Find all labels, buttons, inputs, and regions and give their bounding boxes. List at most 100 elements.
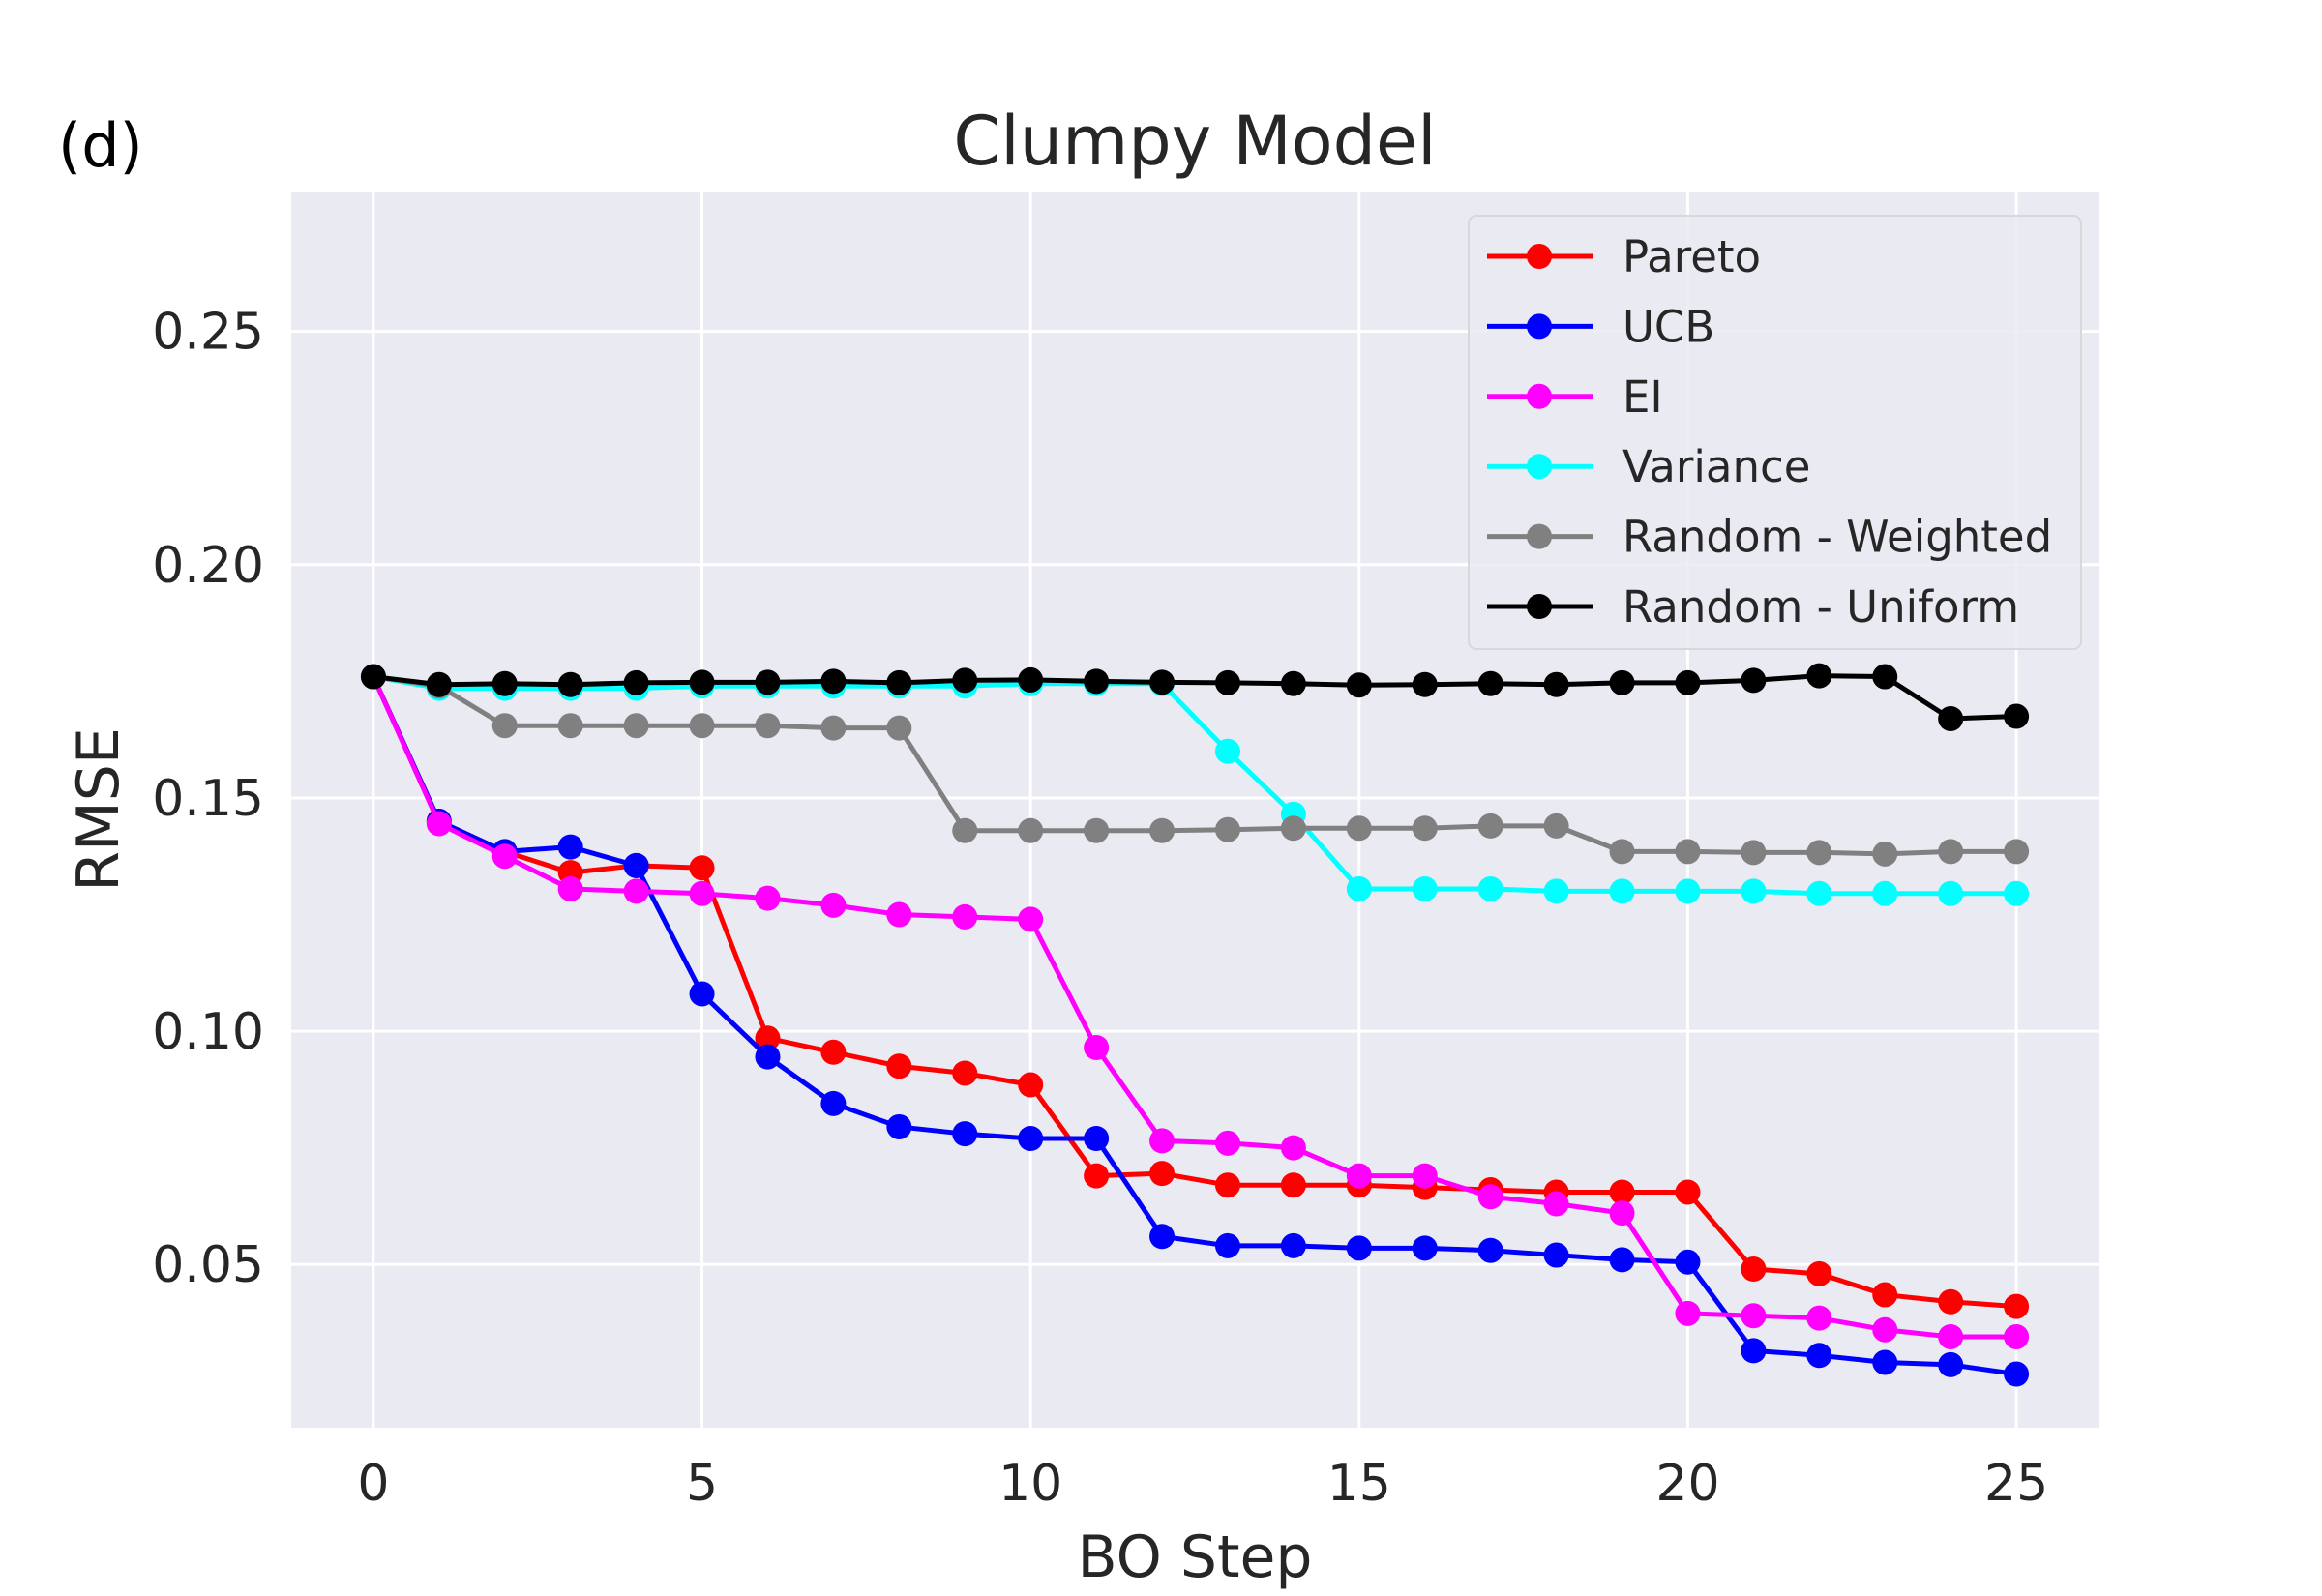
data-point-random-uniform — [1412, 671, 1438, 697]
legend-label-ei: EI — [1622, 371, 1663, 423]
data-point-ucb — [1543, 1242, 1569, 1268]
data-point-ucb — [886, 1113, 912, 1139]
data-point-random-weighted — [1543, 813, 1569, 839]
data-point-pareto — [1741, 1256, 1767, 1283]
series-ei — [360, 664, 2030, 1349]
data-point-random-weighted — [689, 713, 715, 739]
data-point-pareto — [1214, 1172, 1240, 1198]
data-point-random-weighted — [623, 713, 649, 739]
y-tick-label: 0.20 — [152, 537, 264, 595]
data-point-ucb — [1938, 1351, 1964, 1377]
data-point-ucb — [1412, 1235, 1438, 1261]
data-point-ucb — [1806, 1343, 1832, 1369]
data-point-random-weighted — [1609, 839, 1635, 865]
data-point-random-uniform — [1346, 672, 1372, 698]
data-point-pareto — [952, 1060, 978, 1086]
y-axis-ticks: 0.05 0.10 0.15 0.20 0.25 — [152, 304, 264, 1295]
data-point-random-uniform — [1675, 669, 1701, 695]
data-point-ei — [426, 811, 452, 837]
data-point-variance — [1477, 875, 1503, 901]
data-point-ucb — [1609, 1247, 1635, 1273]
data-point-random-uniform — [623, 669, 649, 695]
data-point-random-uniform — [360, 664, 386, 690]
data-point-random-uniform — [755, 669, 781, 695]
legend-marker-pareto — [1527, 244, 1552, 269]
x-tick-label: 15 — [1327, 1455, 1391, 1513]
data-point-ucb — [1741, 1338, 1767, 1364]
data-point-ei — [1806, 1305, 1832, 1331]
data-point-ei — [755, 885, 781, 911]
x-tick-label: 25 — [1984, 1455, 2048, 1513]
data-point-random-uniform — [491, 670, 518, 696]
x-tick-label: 0 — [357, 1455, 389, 1513]
data-point-random-weighted — [1872, 841, 1898, 867]
data-point-pareto — [1872, 1282, 1898, 1308]
data-point-random-weighted — [952, 817, 978, 843]
legend-item-variance: Variance — [1487, 441, 1810, 492]
data-point-random-uniform — [952, 667, 978, 694]
data-point-random-weighted — [2004, 839, 2030, 865]
data-point-random-weighted — [491, 713, 518, 739]
data-point-variance — [1543, 878, 1569, 904]
data-point-random-weighted — [1084, 817, 1110, 843]
data-point-random-weighted — [1214, 816, 1240, 842]
data-point-random-uniform — [557, 671, 583, 697]
data-point-random-uniform — [1609, 669, 1635, 695]
data-point-random-uniform — [2004, 703, 2030, 729]
y-axis-label: RMSE — [65, 727, 133, 891]
data-point-ei — [1018, 906, 1044, 932]
data-point-ei — [1477, 1184, 1503, 1210]
data-point-random-uniform — [1806, 663, 1832, 689]
data-point-ucb — [755, 1044, 781, 1070]
data-point-ei — [1346, 1163, 1372, 1189]
data-point-ucb — [1214, 1232, 1240, 1258]
y-tick-label: 0.25 — [152, 304, 264, 362]
data-point-ucb — [1280, 1232, 1306, 1258]
data-point-variance — [1806, 880, 1832, 906]
legend-item-random-weighted: Random - Weighted — [1487, 512, 2052, 563]
data-point-random-uniform — [820, 668, 847, 695]
data-point-variance — [1938, 880, 1964, 906]
x-axis-label: BO Step — [1077, 1523, 1312, 1591]
data-point-pareto — [1806, 1260, 1832, 1286]
x-axis-ticks: 0 5 10 15 20 25 — [357, 1455, 2048, 1513]
data-point-ucb — [952, 1121, 978, 1147]
data-point-ucb — [2004, 1361, 2030, 1387]
data-point-variance — [2004, 880, 2030, 906]
legend-marker-ei — [1527, 383, 1552, 409]
legend-item-pareto: Pareto — [1487, 231, 1761, 282]
data-point-ei — [1675, 1300, 1701, 1326]
data-point-random-uniform — [1149, 669, 1176, 695]
data-point-ei — [557, 875, 583, 901]
legend-marker-ucb — [1527, 313, 1552, 340]
legend-marker-random-weighted — [1527, 523, 1552, 549]
data-point-random-uniform — [1872, 664, 1898, 690]
data-point-ucb — [820, 1090, 847, 1116]
data-point-random-weighted — [820, 715, 847, 741]
data-point-ei — [820, 892, 847, 918]
data-point-random-uniform — [1280, 670, 1306, 696]
y-tick-label: 0.10 — [152, 1003, 264, 1061]
data-point-random-weighted — [1346, 815, 1372, 842]
data-point-variance — [1741, 878, 1767, 904]
data-point-pareto — [755, 1025, 781, 1051]
series-random-weighted — [360, 664, 2030, 867]
data-point-pareto — [1084, 1163, 1110, 1189]
data-point-random-weighted — [1018, 817, 1044, 843]
legend-item-ucb: UCB — [1487, 301, 1714, 352]
y-tick-label: 0.05 — [152, 1236, 264, 1294]
data-point-pareto — [1609, 1179, 1635, 1205]
data-point-ei — [623, 878, 649, 904]
data-point-pareto — [820, 1039, 847, 1065]
y-tick-label: 0.15 — [152, 770, 264, 828]
chart-title: Clumpy Model — [953, 102, 1436, 181]
legend: Pareto UCB EI Variance Random - Weighted Rand… — [1468, 215, 2082, 650]
data-point-pareto — [1149, 1161, 1176, 1187]
data-point-variance — [1214, 738, 1240, 764]
data-point-random-weighted — [755, 713, 781, 739]
data-point-ei — [689, 880, 715, 906]
data-point-random-weighted — [1149, 817, 1176, 843]
data-point-ei — [2004, 1323, 2030, 1349]
data-point-variance — [1609, 878, 1635, 904]
